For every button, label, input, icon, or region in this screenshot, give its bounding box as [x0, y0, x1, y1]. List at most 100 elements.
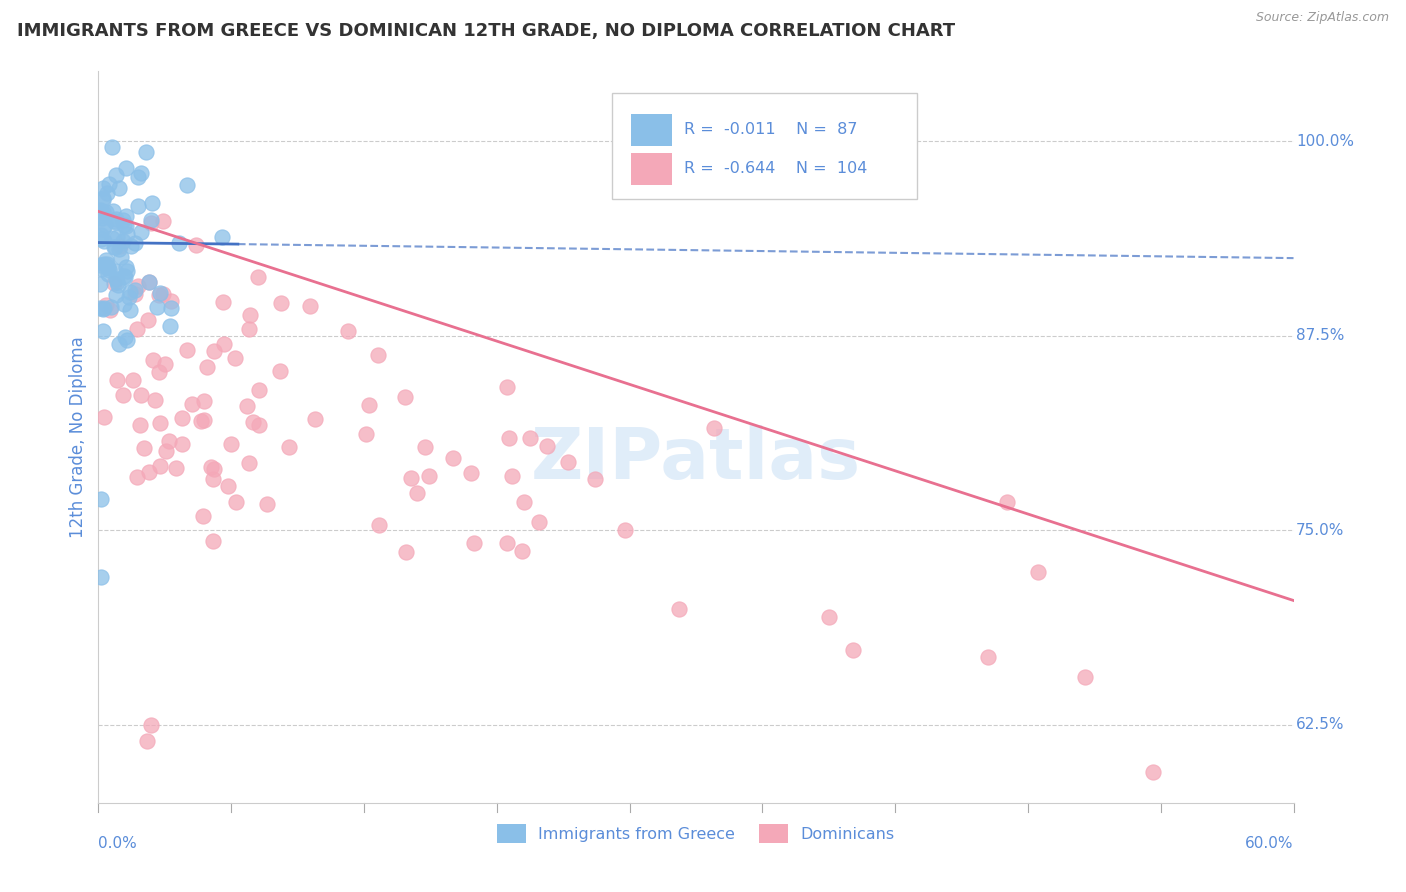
- Point: [149, 458, 172, 473]
- Point: [104, 264, 127, 278]
- Point: [93, 205, 115, 219]
- Point: [1074, 670, 1097, 684]
- Point: [96, 186, 118, 201]
- Point: [138, 465, 160, 479]
- Point: [142, 353, 165, 368]
- Point: [367, 348, 389, 362]
- Point: [91, 262, 114, 277]
- Point: [124, 283, 146, 297]
- Point: [89, 259, 111, 273]
- Point: [97, 263, 120, 277]
- Point: [557, 455, 579, 469]
- Legend: Immigrants from Greece, Dominicans: Immigrants from Greece, Dominicans: [491, 817, 901, 850]
- Point: [193, 509, 215, 524]
- Point: [114, 330, 136, 344]
- Point: [93, 234, 115, 248]
- Point: [91, 191, 114, 205]
- Point: [118, 285, 141, 299]
- Point: [93, 409, 115, 424]
- Point: [129, 417, 152, 432]
- Point: [184, 238, 207, 252]
- Point: [90, 231, 112, 245]
- Point: [141, 213, 163, 227]
- Point: [1142, 764, 1164, 779]
- FancyBboxPatch shape: [631, 114, 672, 146]
- Point: [498, 431, 520, 445]
- Point: [91, 211, 114, 225]
- Text: Source: ZipAtlas.com: Source: ZipAtlas.com: [1256, 11, 1389, 24]
- Text: ZIPatlas: ZIPatlas: [531, 425, 860, 493]
- Point: [93, 257, 115, 271]
- Point: [157, 434, 180, 449]
- Point: [129, 388, 152, 402]
- Point: [225, 495, 247, 509]
- Point: [176, 343, 198, 357]
- Point: [304, 412, 326, 426]
- Point: [155, 443, 177, 458]
- Point: [190, 414, 212, 428]
- Point: [519, 431, 541, 445]
- Point: [127, 470, 149, 484]
- Point: [269, 364, 291, 378]
- Point: [211, 229, 233, 244]
- Point: [202, 534, 225, 549]
- Point: [91, 181, 114, 195]
- Text: 100.0%: 100.0%: [1296, 134, 1354, 149]
- Point: [93, 324, 115, 338]
- Point: [103, 204, 125, 219]
- Point: [127, 278, 149, 293]
- Point: [91, 193, 114, 207]
- Point: [104, 239, 127, 253]
- Point: [90, 227, 112, 242]
- Point: [103, 277, 125, 291]
- Point: [152, 286, 174, 301]
- Point: [995, 495, 1018, 509]
- Point: [108, 239, 131, 253]
- Point: [159, 318, 181, 333]
- Point: [117, 264, 139, 278]
- Point: [115, 333, 138, 347]
- Point: [89, 277, 111, 291]
- Point: [247, 383, 270, 397]
- Point: [100, 231, 122, 245]
- Point: [127, 169, 149, 184]
- Point: [120, 303, 142, 318]
- Point: [108, 242, 131, 256]
- Point: [247, 417, 270, 432]
- Point: [105, 276, 128, 290]
- Point: [120, 238, 142, 252]
- Point: [842, 642, 865, 657]
- Point: [138, 275, 160, 289]
- Point: [668, 602, 690, 616]
- Point: [238, 322, 260, 336]
- Point: [354, 426, 377, 441]
- Point: [224, 351, 246, 365]
- Point: [98, 302, 121, 317]
- Point: [127, 199, 149, 213]
- Point: [977, 649, 1000, 664]
- Point: [202, 462, 225, 476]
- Point: [124, 287, 146, 301]
- Point: [91, 302, 114, 317]
- Point: [148, 286, 170, 301]
- Point: [100, 300, 122, 314]
- Point: [613, 523, 636, 537]
- Point: [93, 301, 115, 316]
- Point: [394, 390, 416, 404]
- Point: [172, 437, 194, 451]
- Point: [495, 536, 517, 550]
- Point: [242, 415, 264, 429]
- Point: [496, 380, 519, 394]
- FancyBboxPatch shape: [613, 94, 917, 200]
- Point: [107, 181, 129, 195]
- Point: [148, 365, 170, 379]
- Point: [89, 492, 111, 507]
- Point: [817, 610, 839, 624]
- Point: [94, 253, 117, 268]
- Point: [415, 440, 437, 454]
- Point: [146, 300, 169, 314]
- Point: [90, 570, 112, 584]
- Point: [110, 250, 132, 264]
- Point: [139, 718, 162, 732]
- Point: [121, 373, 143, 387]
